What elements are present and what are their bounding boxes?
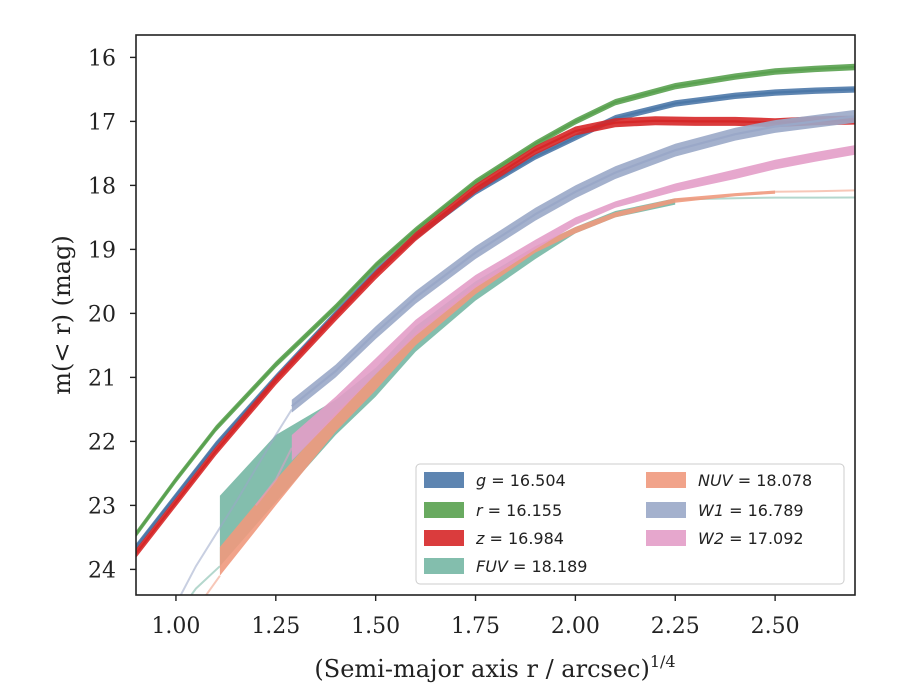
series-FUV-extrapolation-inner (190, 565, 221, 595)
x-axis-title-exponent: 1/4 (650, 652, 676, 671)
x-tick-label: 1.50 (351, 614, 400, 639)
legend-frame (415, 463, 845, 585)
legend-var-W2: W2 (698, 529, 724, 548)
legend-label-W2: W2 = 17.092 (698, 529, 804, 548)
legend-var-g: g (476, 471, 486, 490)
legend-value-g: = 16.504 (486, 471, 566, 490)
legend-value-z: = 16.984 (484, 529, 564, 548)
series-r-line (136, 65, 855, 535)
x-axis-title-text: (Semi-major axis r / arcsec) (314, 655, 649, 683)
legend-var-r: r (476, 501, 484, 520)
legend-var-NUV: NUV (698, 471, 734, 490)
legend-swatch-W2 (646, 530, 686, 546)
legend-label-z: z = 16.984 (475, 529, 564, 548)
legend-label-NUV: NUV = 18.078 (698, 471, 812, 490)
x-tick-label: 1.00 (151, 614, 200, 639)
y-tick-label: 18 (88, 174, 116, 199)
series-W2 (255, 145, 855, 507)
x-axis-title: (Semi-major axis r / arcsec)1/4 (314, 652, 675, 683)
plot-frame (135, 34, 856, 596)
legend-label-g: g = 16.504 (476, 471, 566, 490)
series-FUV-extrapolation-outer (675, 196, 855, 201)
y-tick-label: 23 (88, 494, 116, 519)
legend-swatch-FUV (424, 558, 464, 574)
legend-swatch-W1 (646, 502, 686, 518)
legend-value-r: = 16.155 (483, 501, 563, 520)
y-axis-title: m(< r) (mag) (48, 235, 76, 394)
legend-var-W1: W1 (698, 501, 724, 520)
legend-value-FUV: = 18.189 (508, 557, 588, 576)
y-tick-label: 24 (88, 558, 116, 583)
series-layer (136, 63, 855, 595)
series-W2-extrapolation-inner (255, 447, 293, 507)
ticks-layer: 1.00 1.25 1.50 1.75 2.00 2.25 2.50 16 17 18 19 20 21… (88, 46, 800, 639)
y-tick-label: 20 (88, 302, 116, 327)
series-z (136, 115, 855, 558)
series-W1-extrapolation-inner (179, 408, 293, 595)
legend-value-W2: = 17.092 (724, 529, 804, 548)
series-FUV (190, 196, 855, 595)
legend-var-z: z (475, 529, 485, 548)
series-W1 (179, 109, 855, 595)
y-tick-label: 22 (88, 430, 116, 455)
legend-label-FUV: FUV = 18.189 (476, 557, 587, 576)
series-r (136, 63, 855, 538)
x-tick-label: 2.25 (651, 614, 700, 639)
legend-swatch-NUV (646, 472, 686, 488)
series-z-line (136, 119, 855, 555)
x-tick-label: 2.50 (751, 614, 800, 639)
y-tick-label: 19 (88, 238, 116, 263)
x-tick-label: 1.25 (251, 614, 300, 639)
y-tick-label: 16 (88, 46, 116, 71)
legend-swatch-z (424, 530, 464, 546)
series-g-line (136, 88, 855, 548)
legend-value-W1: = 16.789 (724, 501, 804, 520)
legend-swatch-r (424, 502, 464, 518)
series-NUV-extrapolation-outer (775, 189, 855, 193)
x-tick-label: 1.75 (451, 614, 500, 639)
legend-label-r: r = 16.155 (476, 501, 562, 520)
series-NUV (204, 189, 855, 595)
legend-value-NUV: = 18.078 (733, 471, 813, 490)
series-W1-line (291, 115, 855, 408)
y-tick-label: 21 (88, 366, 116, 391)
series-NUV-extrapolation-inner (204, 575, 221, 595)
legend-var-FUV: FUV (476, 557, 509, 576)
y-tick-label: 17 (88, 110, 116, 135)
legend-swatch-g (424, 472, 464, 488)
x-tick-label: 2.00 (551, 614, 600, 639)
legend-label-W1: W1 = 16.789 (698, 501, 804, 520)
